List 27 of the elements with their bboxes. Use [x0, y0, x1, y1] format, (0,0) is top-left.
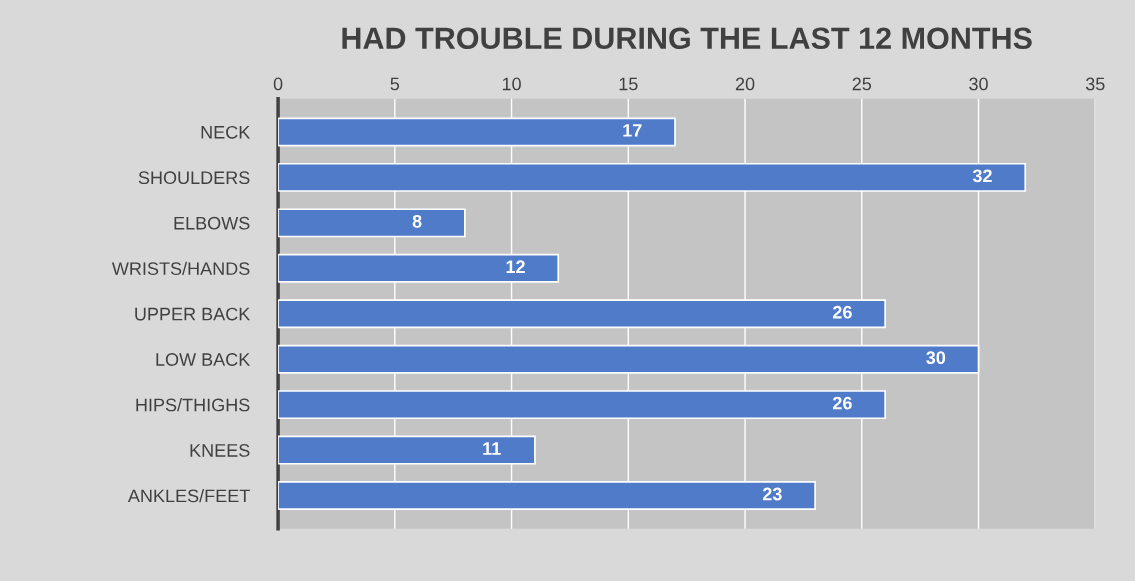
- y-tick-label: SHOULDERS: [138, 171, 250, 185]
- data-label: 11: [483, 442, 501, 455]
- x-tick-label: 5: [390, 77, 400, 91]
- x-tick-label: 25: [852, 77, 872, 91]
- data-label: 17: [623, 124, 642, 137]
- y-tick-label: KNEES: [190, 444, 250, 457]
- chart-title: HAD TROUBLE DURING THE LAST 12 MONTHS: [342, 27, 1032, 50]
- x-tick-label: 35: [1085, 77, 1105, 91]
- data-label: 30: [926, 351, 946, 365]
- y-tick-label: ELBOWS: [174, 216, 250, 230]
- y-tick-label: HIPS/THIGHS: [136, 398, 250, 412]
- data-label: 26: [832, 305, 852, 319]
- y-tick-label: LOW BACK: [156, 353, 251, 366]
- x-tick-label: 0: [273, 77, 283, 91]
- x-tick-label: 15: [619, 77, 638, 91]
- data-label: 26: [832, 396, 852, 410]
- y-tick-label: UPPER BACK: [135, 307, 251, 321]
- data-label: 8: [412, 214, 422, 228]
- data-label: 23: [762, 487, 782, 501]
- data-label: 32: [972, 169, 992, 183]
- x-tick-label: 20: [735, 77, 755, 91]
- y-tick-label: WRISTS/HANDS: [111, 261, 250, 276]
- data-label: 12: [506, 260, 525, 273]
- x-tick-label: 10: [502, 77, 521, 91]
- y-tick-label: ANKLES/FEET: [127, 488, 250, 503]
- x-tick-label: 30: [969, 77, 988, 91]
- y-tick-label: NECK: [201, 125, 251, 139]
